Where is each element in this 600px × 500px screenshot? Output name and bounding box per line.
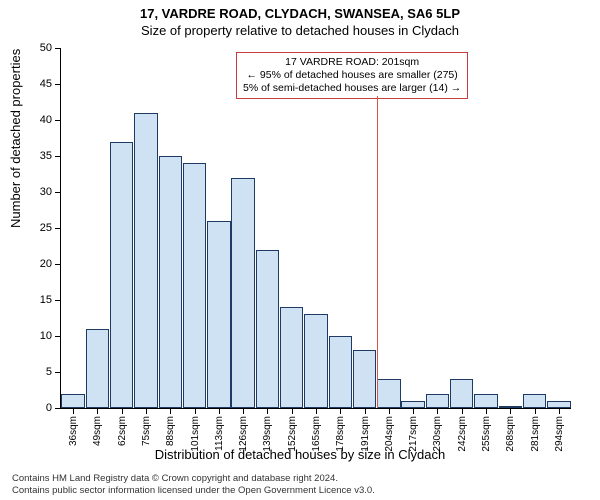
histogram-bar	[523, 394, 546, 408]
x-axis-label: Distribution of detached houses by size …	[0, 447, 600, 462]
x-tick	[535, 408, 536, 414]
histogram-bar	[401, 401, 424, 408]
y-tick-label: 15	[40, 294, 52, 306]
y-tick	[55, 84, 61, 85]
footer-line-2: Contains public sector information licen…	[12, 485, 375, 496]
page-title: 17, VARDRE ROAD, CLYDACH, SWANSEA, SA6 5…	[0, 0, 600, 21]
histogram-bar	[207, 221, 230, 408]
histogram-bar	[256, 250, 279, 408]
y-tick-label: 20	[40, 258, 52, 270]
y-tick-label: 45	[40, 78, 52, 90]
x-tick-label: 62sqm	[117, 416, 128, 446]
x-tick-label: 75sqm	[141, 416, 152, 446]
x-tick	[559, 408, 560, 414]
y-tick	[55, 228, 61, 229]
x-tick	[146, 408, 147, 414]
y-axis-label: Number of detached properties	[8, 49, 23, 228]
x-tick	[413, 408, 414, 414]
annotation-box: 17 VARDRE ROAD: 201sqm ← 95% of detached…	[236, 52, 468, 99]
histogram-bar	[159, 156, 182, 408]
y-tick-label: 25	[40, 222, 52, 234]
annotation-line-1: 17 VARDRE ROAD: 201sqm	[243, 56, 461, 69]
x-tick	[389, 408, 390, 414]
x-tick	[195, 408, 196, 414]
y-tick-label: 5	[46, 366, 52, 378]
footer-attribution: Contains HM Land Registry data © Crown c…	[12, 473, 375, 496]
histogram-bar	[304, 314, 327, 408]
x-tick	[316, 408, 317, 414]
y-tick-label: 0	[46, 402, 52, 414]
y-tick	[55, 156, 61, 157]
x-tick	[462, 408, 463, 414]
y-tick	[55, 120, 61, 121]
chart-container: 17, VARDRE ROAD, CLYDACH, SWANSEA, SA6 5…	[0, 0, 600, 500]
y-tick-label: 50	[40, 42, 52, 54]
x-tick	[486, 408, 487, 414]
histogram-bar	[377, 379, 400, 408]
y-tick	[55, 264, 61, 265]
x-tick	[510, 408, 511, 414]
histogram-bar	[426, 394, 449, 408]
y-tick-label: 10	[40, 330, 52, 342]
page-subtitle: Size of property relative to detached ho…	[0, 21, 600, 38]
y-tick	[55, 48, 61, 49]
indicator-line	[377, 96, 378, 408]
x-tick	[219, 408, 220, 414]
x-tick	[340, 408, 341, 414]
plot-area: 17 VARDRE ROAD: 201sqm ← 95% of detached…	[60, 48, 571, 409]
histogram-bar	[547, 401, 570, 408]
y-tick	[55, 300, 61, 301]
histogram-bar	[61, 394, 84, 408]
x-tick	[292, 408, 293, 414]
y-tick	[55, 372, 61, 373]
x-tick	[122, 408, 123, 414]
x-tick	[170, 408, 171, 414]
histogram-bar	[134, 113, 157, 408]
histogram-bar	[474, 394, 497, 408]
histogram-bar	[110, 142, 133, 408]
y-tick	[55, 336, 61, 337]
x-tick-label: 113sqm	[214, 416, 225, 451]
y-tick-label: 40	[40, 114, 52, 126]
x-tick	[97, 408, 98, 414]
histogram-bar	[86, 329, 109, 408]
y-tick	[55, 408, 61, 409]
histogram-bar	[450, 379, 473, 408]
annotation-line-3: 5% of semi-detached houses are larger (1…	[243, 82, 461, 95]
y-tick-label: 30	[40, 186, 52, 198]
x-tick	[243, 408, 244, 414]
y-tick-label: 35	[40, 150, 52, 162]
x-tick-label: 88sqm	[165, 416, 176, 446]
x-tick	[437, 408, 438, 414]
x-tick-label: 49sqm	[92, 416, 103, 446]
x-tick	[365, 408, 366, 414]
histogram-bar	[183, 163, 206, 408]
histogram-bar	[329, 336, 352, 408]
histogram-bar	[353, 350, 376, 408]
x-tick-label: 36sqm	[68, 416, 79, 446]
histogram-bar	[231, 178, 254, 408]
histogram-bar	[280, 307, 303, 408]
y-tick	[55, 192, 61, 193]
annotation-line-2: ← 95% of detached houses are smaller (27…	[243, 69, 461, 82]
x-tick	[73, 408, 74, 414]
footer-line-1: Contains HM Land Registry data © Crown c…	[12, 473, 375, 484]
x-tick	[267, 408, 268, 414]
